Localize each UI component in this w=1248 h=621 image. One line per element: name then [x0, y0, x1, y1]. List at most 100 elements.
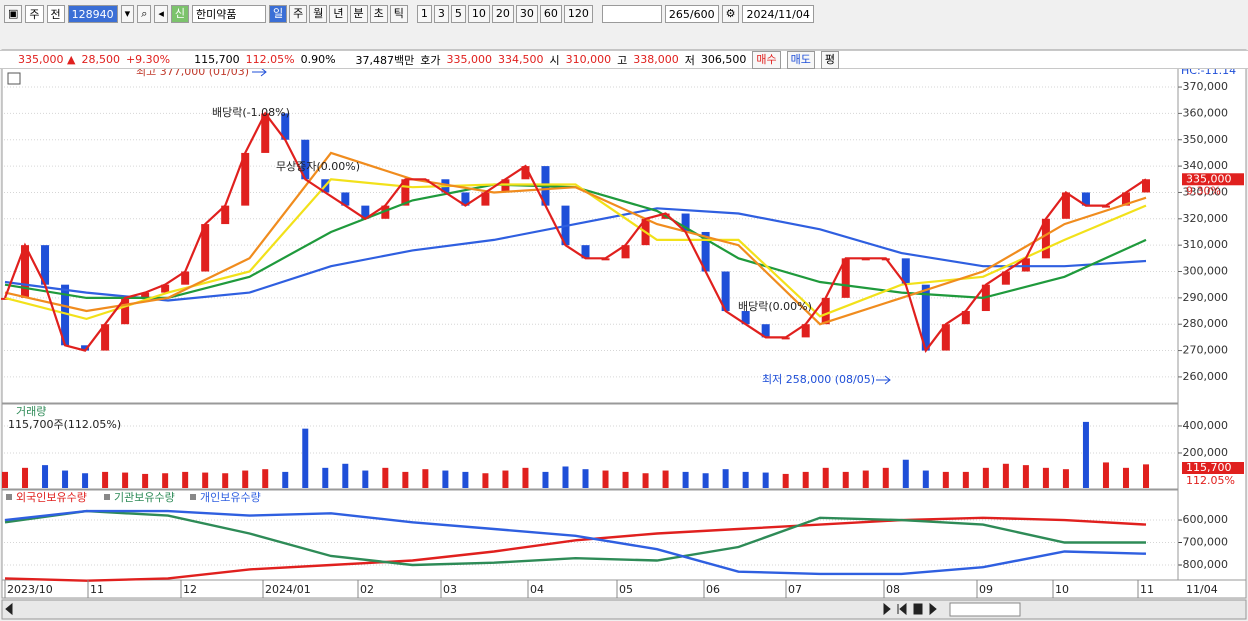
annotation: 배당락(-1.08%)	[212, 106, 290, 119]
change: 28,500	[81, 53, 120, 66]
tick-button[interactable]: 60	[539, 5, 562, 23]
line	[4, 207, 1147, 302]
unit-button[interactable]: 주	[289, 5, 308, 23]
volume-bar	[122, 472, 129, 488]
unit-button[interactable]: 월	[309, 5, 328, 23]
volume-bar	[402, 471, 409, 488]
volume-bar	[942, 471, 949, 488]
volume-bar	[962, 471, 969, 488]
volume-bar	[162, 473, 169, 488]
unit-button[interactable]: 일	[269, 5, 288, 23]
current-volume-box	[1182, 462, 1244, 474]
line	[4, 151, 1147, 326]
line	[4, 516, 1147, 582]
candle	[41, 245, 50, 285]
volume-bar	[182, 471, 189, 488]
y-tick-label: 320,000	[1183, 212, 1229, 225]
quote-bar: 335,000 ▲ 28,500 +9.30% 115,700 112.05% …	[0, 50, 1248, 69]
date-input[interactable]: 2024/11/04	[742, 5, 814, 23]
candle	[581, 245, 590, 259]
blank-select[interactable]	[601, 5, 662, 23]
bid: 334,500	[498, 53, 544, 66]
tick-button[interactable]: 1	[416, 5, 432, 23]
candle	[101, 324, 110, 351]
tick-button[interactable]: 20	[491, 5, 514, 23]
tick-button[interactable]: 3	[433, 5, 449, 23]
candle	[741, 311, 750, 325]
tick-button[interactable]: 30	[515, 5, 538, 23]
candle	[841, 258, 850, 298]
holdings-panel	[1, 489, 1179, 581]
tick-button[interactable]: 10	[467, 5, 490, 23]
y-tick-label: 200,000	[1183, 446, 1229, 459]
volume-bar	[762, 472, 769, 488]
low: 306,500	[700, 53, 747, 66]
x-tick-label: 09	[979, 583, 993, 596]
scrollbar[interactable]	[1, 599, 1247, 620]
volume-bar	[262, 469, 269, 488]
unit-button[interactable]: 분	[349, 5, 368, 23]
open: 310,000	[565, 53, 612, 66]
candle	[1142, 179, 1150, 193]
candle	[901, 258, 910, 285]
period-select[interactable]: 주	[25, 5, 44, 23]
prev-select[interactable]: 전	[46, 5, 65, 23]
legend-swatch	[190, 494, 196, 500]
count-input[interactable]: 265/600	[664, 5, 719, 23]
volume-bar	[802, 471, 809, 488]
new-badge[interactable]: 신	[170, 5, 190, 23]
unit-button[interactable]: 초	[369, 5, 388, 23]
legend-entry: 기관보유수량	[114, 491, 175, 504]
sell-button[interactable]: 매도	[786, 50, 815, 69]
volume-bar	[282, 471, 289, 488]
menu-button[interactable]: ▣	[4, 5, 23, 23]
volume-bar	[482, 473, 489, 488]
y-tick-label: 400,000	[1183, 419, 1229, 432]
candle	[201, 224, 210, 272]
buy-button[interactable]: 매수	[752, 50, 781, 69]
x-tick-label: 04	[530, 583, 544, 596]
x-tick-label: 2023/10	[7, 583, 53, 596]
candle	[61, 284, 70, 346]
candle	[821, 297, 830, 325]
volume-bar	[602, 470, 609, 488]
tick-button[interactable]: 5	[450, 5, 466, 23]
candle	[701, 231, 710, 272]
x-tick-label: 05	[619, 583, 633, 596]
volume-bar	[302, 428, 309, 488]
x-tick-label: 11	[1140, 583, 1154, 596]
candle	[181, 271, 190, 285]
change-pct: +9.30%	[125, 53, 171, 66]
scroll-icons[interactable]	[5, 602, 937, 616]
sound-button[interactable]: ◂	[154, 5, 168, 23]
volume-bar	[1042, 467, 1049, 488]
tick-button[interactable]: 120	[563, 5, 593, 23]
candle	[1021, 258, 1030, 272]
candle	[121, 297, 130, 325]
volume-bar	[1143, 464, 1149, 488]
volume-bar	[22, 467, 29, 488]
y-tick-label: 270,000	[1183, 344, 1229, 357]
candle	[261, 113, 270, 153]
scroll-thumb[interactable]	[949, 602, 1021, 617]
price: 335,000 ▲	[18, 53, 76, 66]
panel-icon[interactable]	[7, 72, 21, 85]
search-button[interactable]: ▾	[120, 5, 135, 23]
x-axis	[1, 579, 1247, 599]
count-max: /600	[689, 8, 715, 21]
y-tick-label: -800,000	[1179, 558, 1228, 571]
annotation: 배당락(0.00%)	[738, 300, 812, 313]
candle	[721, 271, 730, 312]
volume-bar	[342, 463, 349, 488]
search-button[interactable]: ⌕	[137, 5, 152, 23]
code-input[interactable]: 128940	[67, 5, 118, 23]
candle	[361, 205, 370, 219]
unit-button[interactable]: 틱	[389, 5, 408, 23]
x-tick-label: 2024/01	[265, 583, 311, 596]
tool-button[interactable]: ⚙	[721, 5, 740, 23]
stock-name: 한미약품	[192, 5, 267, 23]
avg-button[interactable]: 평	[820, 50, 840, 69]
high-label: 고	[617, 53, 628, 67]
unit-button[interactable]: 년	[329, 5, 348, 23]
